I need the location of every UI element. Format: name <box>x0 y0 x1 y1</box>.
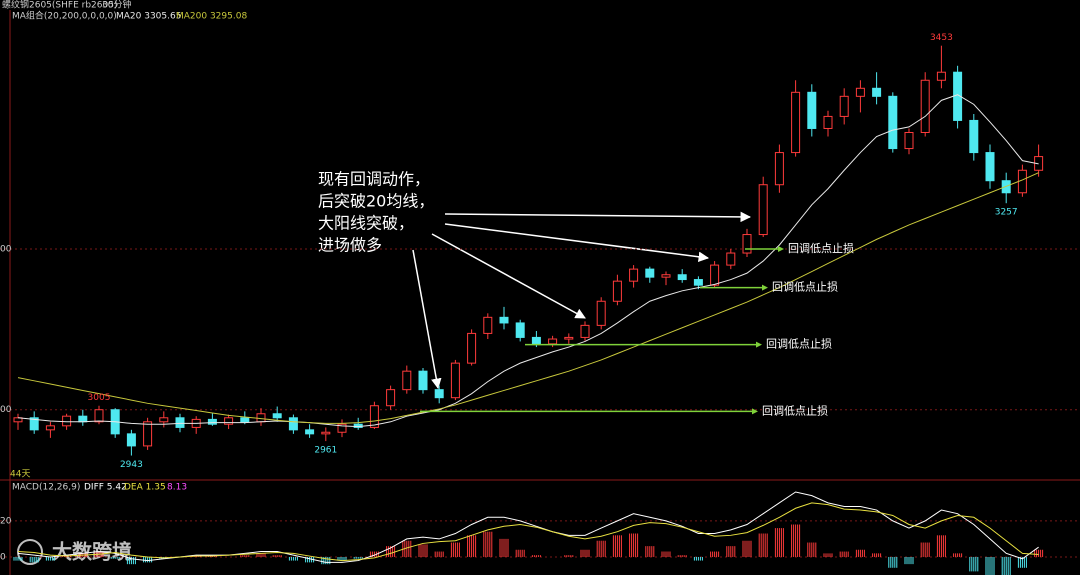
note-text: 进场做多 <box>318 236 382 255</box>
candle-body <box>240 417 250 423</box>
candle-body <box>645 268 655 278</box>
candle-body <box>531 336 541 345</box>
candle-body <box>499 316 509 324</box>
candle-body <box>207 418 217 425</box>
candle-body <box>969 119 979 154</box>
candle-body <box>369 405 379 428</box>
candle-body <box>143 421 153 447</box>
diff-label: DIFF 5.42 <box>84 483 127 493</box>
dea-line <box>17 502 1039 562</box>
candle-body <box>596 300 606 326</box>
note-text: 大阳线突破， <box>318 214 414 233</box>
candle-body <box>629 268 639 282</box>
candle-body <box>29 417 39 431</box>
candle-body <box>661 274 671 278</box>
candle-body <box>710 264 720 286</box>
candle-body <box>515 322 525 338</box>
candle-body <box>224 417 234 425</box>
candle-body <box>288 417 298 431</box>
ma20-label: MA20 3305.65 <box>116 12 181 22</box>
candle-body <box>855 87 865 97</box>
ma200-label: MA200 3295.08 <box>176 12 247 22</box>
arrow <box>444 223 710 262</box>
arrow <box>412 249 442 390</box>
annotation: 现有回调动作， 后突破20均线， 大阳线突破， 进场做多 <box>318 170 752 390</box>
macd-title[interactable]: MACD(12,26,9) <box>12 483 80 493</box>
candle-body <box>742 234 752 254</box>
candle-body <box>580 324 590 338</box>
y-tick-label: 00 <box>0 245 12 255</box>
candle-body <box>434 389 444 399</box>
ma-group[interactable]: MA组合(20,200,0,0,0,0) <box>12 10 117 22</box>
watermark-text: 大数跨境 <box>52 540 132 564</box>
candle-body <box>305 429 315 435</box>
stop-label: 回调低点止损 <box>762 403 828 417</box>
candle-body <box>693 279 703 286</box>
candle-body <box>612 280 622 302</box>
stop-arrow <box>756 341 762 348</box>
ma-line <box>17 172 1039 424</box>
y-tick-label: 00 <box>0 405 12 415</box>
candle-body <box>807 91 817 129</box>
candle-body <box>450 362 460 399</box>
candle-body <box>62 415 72 427</box>
candle-body <box>564 336 574 340</box>
candle-body <box>402 370 412 391</box>
stop-label: 回调低点止损 <box>766 337 832 351</box>
candle-body <box>126 433 136 447</box>
candle-body <box>936 71 946 81</box>
candle-body <box>791 91 801 154</box>
candle-body <box>272 413 282 419</box>
candle-body <box>823 115 833 129</box>
candle-body <box>321 431 331 435</box>
candle-body <box>386 389 396 407</box>
macd-value: 8.13 <box>167 483 187 493</box>
candle-body <box>159 417 169 423</box>
days-label: 44天 <box>10 470 30 480</box>
candle-body <box>839 95 849 117</box>
candle-body <box>872 87 882 97</box>
period[interactable]: 30分钟 <box>102 0 131 11</box>
note-text: 现有回调动作， <box>318 170 430 189</box>
candle-body <box>175 417 185 428</box>
stop-arrow <box>752 408 758 415</box>
arrow <box>444 211 752 223</box>
candle-body <box>677 274 687 281</box>
y-tick-label: 0 <box>0 552 6 562</box>
price-label: 2943 <box>120 460 143 470</box>
candle-body <box>337 423 347 433</box>
watermark: 大数跨境 <box>17 539 132 565</box>
arrow <box>431 233 586 319</box>
ma-line <box>17 94 1039 428</box>
candle-body <box>548 338 558 345</box>
y-tick-label: 20 <box>0 516 12 526</box>
candle-body <box>483 316 493 334</box>
candle-body <box>467 332 477 364</box>
candle-body <box>888 95 898 150</box>
candle-body <box>985 152 995 182</box>
symbol[interactable]: 螺纹钢2605(SHFE rb2605) <box>2 0 117 11</box>
candle-body <box>45 425 55 431</box>
note-text: 后突破20均线， <box>318 192 434 211</box>
candle-body <box>78 415 88 423</box>
candle-body <box>920 79 930 133</box>
stop-arrow <box>762 284 768 291</box>
candle-body <box>758 184 768 236</box>
price-label: 3453 <box>930 33 953 43</box>
price-label: 3005 <box>88 393 111 403</box>
stop-arrow <box>778 246 784 253</box>
candle-body <box>904 131 914 150</box>
dea-label: DEA 1.35 <box>124 483 166 493</box>
candle-body <box>94 409 104 423</box>
stop-label: 回调低点止损 <box>772 280 838 294</box>
price-label: 3257 <box>995 208 1018 218</box>
candle-body <box>418 370 428 391</box>
price-label: 2961 <box>314 446 337 456</box>
candle-body <box>774 152 784 186</box>
candle-body <box>256 413 266 423</box>
stop-label: 回调低点止损 <box>788 241 854 255</box>
candle-body <box>726 252 736 266</box>
